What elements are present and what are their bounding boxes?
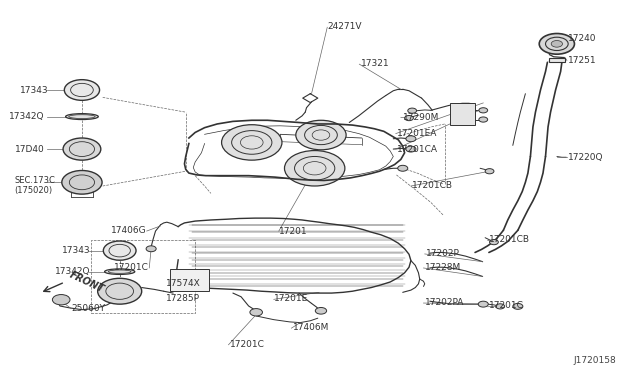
Text: 17251: 17251 — [568, 56, 596, 65]
Circle shape — [103, 241, 136, 260]
Text: 17201EA: 17201EA — [397, 129, 438, 138]
Circle shape — [63, 138, 101, 160]
Circle shape — [52, 295, 70, 305]
Bar — [170, 269, 209, 291]
Text: 17342Q: 17342Q — [9, 112, 44, 121]
Circle shape — [397, 165, 408, 171]
Circle shape — [65, 80, 100, 100]
Bar — [450, 103, 475, 125]
Circle shape — [485, 169, 494, 174]
Text: 17342Q: 17342Q — [54, 267, 90, 276]
Circle shape — [478, 301, 488, 307]
Text: FRONT: FRONT — [67, 270, 106, 294]
Circle shape — [296, 120, 346, 150]
Text: 17201CB: 17201CB — [489, 235, 530, 244]
Circle shape — [316, 308, 326, 314]
Text: SEC.173C: SEC.173C — [15, 176, 56, 185]
Bar — [548, 58, 565, 62]
Circle shape — [408, 108, 417, 113]
Text: 24271V: 24271V — [327, 22, 362, 31]
Text: 17D40: 17D40 — [15, 145, 44, 154]
Circle shape — [513, 304, 523, 310]
Ellipse shape — [65, 113, 99, 119]
Circle shape — [490, 240, 499, 245]
Circle shape — [496, 304, 504, 309]
Text: 17201CB: 17201CB — [412, 182, 453, 190]
Circle shape — [146, 246, 156, 252]
Text: 17202PA: 17202PA — [425, 298, 464, 307]
Circle shape — [540, 33, 575, 54]
Circle shape — [406, 146, 416, 152]
Text: 17574X: 17574X — [166, 279, 200, 288]
Text: 17220Q: 17220Q — [568, 153, 604, 162]
Text: J1720158: J1720158 — [574, 356, 616, 365]
Text: 17201CA: 17201CA — [397, 145, 438, 154]
Text: 17343: 17343 — [61, 246, 90, 255]
Text: 17201E: 17201E — [274, 294, 308, 303]
Text: 17201C: 17201C — [230, 340, 264, 349]
Text: 17201: 17201 — [279, 227, 307, 235]
Circle shape — [250, 309, 262, 316]
Text: 25060Y: 25060Y — [71, 304, 105, 313]
Text: 17343: 17343 — [20, 86, 49, 94]
Text: 17321: 17321 — [360, 59, 389, 68]
Circle shape — [551, 41, 563, 47]
Text: 17240: 17240 — [568, 34, 596, 43]
Ellipse shape — [104, 269, 135, 275]
Circle shape — [98, 278, 141, 304]
Circle shape — [479, 108, 488, 113]
Text: 17406G: 17406G — [111, 226, 147, 235]
Text: 17406M: 17406M — [292, 323, 329, 331]
Text: 17202P: 17202P — [426, 249, 460, 258]
Circle shape — [285, 151, 345, 186]
Text: 17201C: 17201C — [489, 301, 524, 311]
Text: 17290M: 17290M — [403, 113, 439, 122]
Circle shape — [221, 125, 282, 160]
Text: 17228M: 17228M — [425, 263, 461, 272]
Circle shape — [62, 170, 102, 194]
Text: 17201C: 17201C — [115, 263, 149, 272]
Text: 17285P: 17285P — [166, 294, 200, 303]
Circle shape — [479, 117, 488, 122]
Circle shape — [404, 115, 413, 121]
Circle shape — [406, 136, 416, 142]
Text: (175020): (175020) — [15, 186, 52, 195]
